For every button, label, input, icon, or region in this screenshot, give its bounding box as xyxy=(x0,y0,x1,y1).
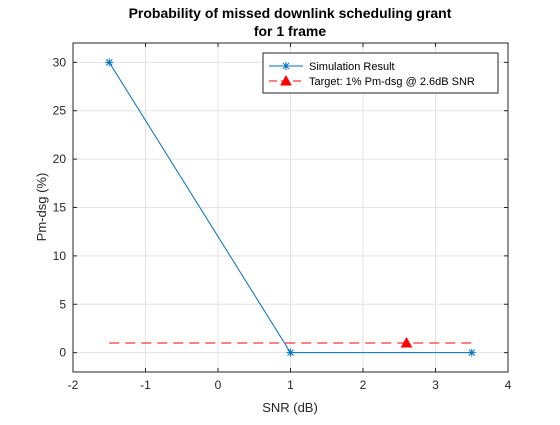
y-tick-label: 0 xyxy=(59,346,66,360)
asterisk-stroke xyxy=(282,62,290,70)
legend-marker-simulation xyxy=(282,62,290,70)
x-tick-label: 2 xyxy=(360,378,367,392)
chart-title-line1: Probability of missed downlink schedulin… xyxy=(129,5,452,21)
x-axis-label: SNR (dB) xyxy=(262,400,318,415)
x-tick-label: 3 xyxy=(432,378,439,392)
x-tick-label: 0 xyxy=(215,378,222,392)
target-point-marker xyxy=(400,336,413,348)
series-1-marker xyxy=(105,58,114,67)
legend-label-target: Target: 1% Pm-dsg @ 2.6dB SNR xyxy=(309,76,475,88)
legend-marker-target xyxy=(280,74,292,86)
y-axis-label: Pm-dsg (%) xyxy=(34,173,49,242)
x-tick-label: 4 xyxy=(505,378,512,392)
series-1-marker xyxy=(467,348,476,357)
legend: Simulation Result Target: 1% Pm-dsg @ 2.6… xyxy=(262,52,499,94)
y-tick-label: 20 xyxy=(53,152,67,166)
legend-box xyxy=(262,52,499,94)
y-tick-label: 10 xyxy=(53,249,67,263)
y-tick-label: 5 xyxy=(59,297,66,311)
asterisk-stroke xyxy=(287,349,294,357)
y-tick-label: 30 xyxy=(53,55,67,69)
x-tick-label: -2 xyxy=(68,378,79,392)
chart-title-line2: for 1 frame xyxy=(254,23,327,39)
y-tick-label: 25 xyxy=(53,104,67,118)
asterisk-stroke xyxy=(468,349,476,357)
asterisk-stroke xyxy=(105,58,113,66)
series-layer xyxy=(105,58,476,357)
series-1-marker xyxy=(286,348,295,357)
x-tick-label: -1 xyxy=(140,378,151,392)
y-tick-label: 15 xyxy=(53,201,67,215)
x-tick-label: 1 xyxy=(287,378,294,392)
axis-ticks: -2 -1 0 1 2 3 4 0 5 10 15 20 25 30 xyxy=(53,43,512,392)
legend-label-simulation: Simulation Result xyxy=(309,61,395,73)
